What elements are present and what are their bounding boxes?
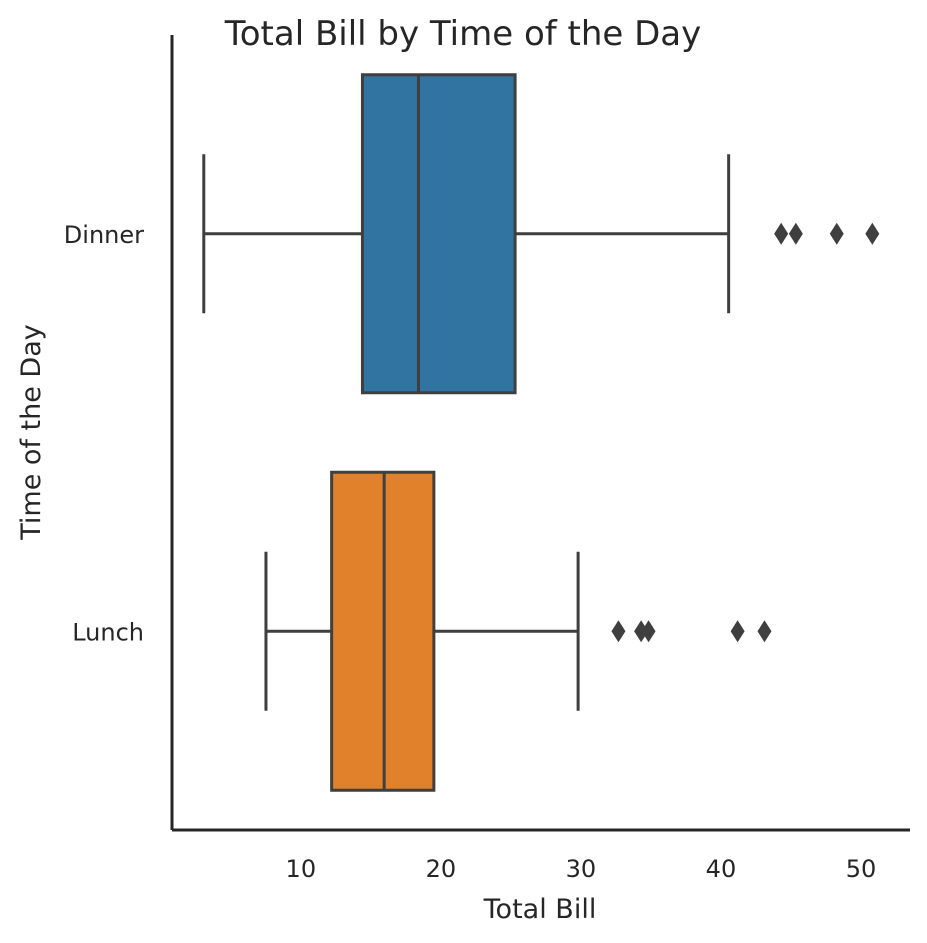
- x-tick-label: 30: [566, 855, 597, 883]
- outlier-point: [757, 620, 772, 643]
- iqr-box: [360, 73, 517, 395]
- x-axis-ticks: 10 20 30 40 50: [286, 855, 877, 883]
- chart-title: Total Bill by Time of the Day: [224, 14, 702, 54]
- outlier-point: [730, 620, 745, 643]
- x-tick-label: 40: [706, 855, 737, 883]
- outlier-point: [611, 620, 626, 643]
- outlier-point: [788, 222, 803, 245]
- plot-area: [202, 73, 880, 792]
- y-axis-label: Time of the Day: [16, 324, 47, 540]
- outlier-point: [865, 222, 880, 245]
- x-axis-label: Total Bill: [483, 894, 597, 925]
- box-lunch: [264, 470, 772, 792]
- y-axis-ticks: Dinner Lunch: [64, 221, 144, 647]
- outlier-point: [829, 222, 844, 245]
- y-tick-label: Lunch: [72, 618, 144, 646]
- x-tick-label: 10: [286, 855, 317, 883]
- outlier-point: [634, 620, 649, 643]
- x-tick-label: 20: [426, 855, 457, 883]
- outlier-point: [774, 222, 789, 245]
- box-dinner: [202, 73, 880, 395]
- x-tick-label: 50: [846, 855, 877, 883]
- y-tick-label: Dinner: [64, 221, 144, 249]
- outlier-point: [641, 620, 656, 643]
